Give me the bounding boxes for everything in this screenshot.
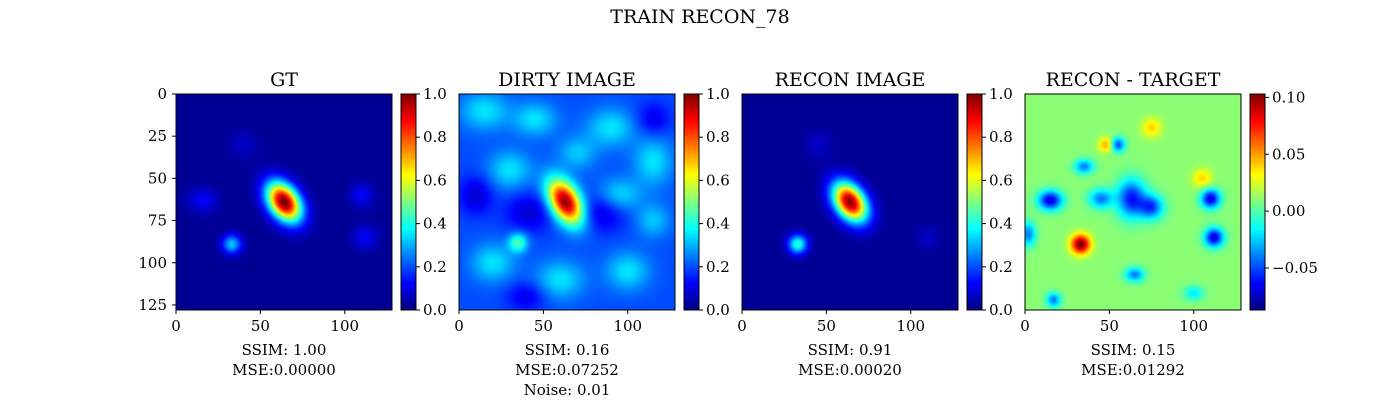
- subplot-1: GT 0 50 100 0 25 50 75 100 125 0.0 0.2 0.4 0.6 0.8 1.0 S…: [138, 69, 447, 379]
- colorbar-tick-label: 0.4: [706, 215, 730, 233]
- colorbar-tick-label: 0.00: [1272, 202, 1305, 220]
- subplot-caption-line: MSE:0.00000: [232, 361, 336, 379]
- subplot-caption-line: SSIM: 1.00: [242, 341, 327, 359]
- x-tick-label: 0: [1020, 317, 1030, 335]
- y-tick-label: 100: [138, 254, 167, 272]
- colorbar-tick-label: 0.6: [989, 171, 1013, 189]
- y-tick-label: 0: [157, 85, 167, 103]
- subplot-title: RECON - TARGET: [1046, 69, 1221, 91]
- subplot-title: DIRTY IMAGE: [498, 69, 636, 91]
- subplot-caption-line: SSIM: 0.16: [525, 341, 610, 359]
- y-tick-label: 50: [148, 169, 167, 187]
- heatmap-image: [742, 94, 958, 310]
- colorbar-tick-label: 0.2: [706, 258, 730, 276]
- y-tick-label: 25: [148, 127, 167, 145]
- colorbar-tick-label: 1.0: [423, 85, 447, 103]
- colorbar-tick-label: 0.0: [423, 301, 447, 319]
- colorbar: [1249, 93, 1266, 311]
- x-tick-label: 100: [1179, 317, 1208, 335]
- subplot-3: RECON IMAGE 0 50 100 0.0 0.2 0.4 0.6 0.8 1.0 SSIM:…: [737, 69, 1013, 379]
- subplot-title: RECON IMAGE: [775, 69, 926, 91]
- colorbar-tick-label: 0.10: [1272, 88, 1305, 106]
- x-tick-label: 100: [330, 317, 359, 335]
- subplot-caption-line: MSE:0.07252: [515, 361, 619, 379]
- x-tick-label: 50: [1100, 317, 1119, 335]
- colorbar: [400, 93, 417, 311]
- y-tick-label: 75: [148, 212, 167, 230]
- x-tick-label: 0: [454, 317, 464, 335]
- colorbar-tick-label: −0.05: [1272, 259, 1318, 277]
- colorbar: [683, 93, 700, 311]
- colorbar-tick-label: 0.8: [989, 128, 1013, 146]
- axes-frame: [175, 93, 393, 311]
- colorbar-tick-label: 0.0: [706, 301, 730, 319]
- colorbar-tick-label: 1.0: [706, 85, 730, 103]
- axes-frame: [1024, 93, 1242, 311]
- colorbar-tick-label: 0.2: [423, 258, 447, 276]
- x-tick-label: 50: [251, 317, 270, 335]
- colorbar-tick-label: 0.4: [989, 215, 1013, 233]
- colorbar-tick-label: 0.2: [989, 258, 1013, 276]
- colorbar-tick-label: 0.0: [989, 301, 1013, 319]
- subplot-2: DIRTY IMAGE 0 50 100 0.0 0.2 0.4 0.6 0.8 1.0 SSIM:…: [454, 69, 730, 399]
- subplot-caption-line: MSE:0.00020: [798, 361, 902, 379]
- axes-frame: [741, 93, 959, 311]
- colorbar-tick-label: 0.6: [706, 171, 730, 189]
- subplot-caption-line: SSIM: 0.15: [1091, 341, 1176, 359]
- subplot-4: RECON - TARGET 0 50 100 −0.05 0.00 0.05 0.10 SSI…: [1020, 69, 1318, 379]
- subplot-caption-line: SSIM: 0.91: [808, 341, 893, 359]
- x-tick-label: 50: [534, 317, 553, 335]
- colorbar-tick-label: 1.0: [989, 85, 1013, 103]
- colorbar-tick-label: 0.6: [423, 171, 447, 189]
- heatmap-image: [459, 94, 675, 310]
- heatmap-image: [1025, 94, 1241, 310]
- subplot-caption-line: Noise: 0.01: [524, 381, 611, 399]
- heatmap-image: [176, 94, 392, 310]
- axes-frame: [458, 93, 676, 311]
- colorbar-tick-label: 0.8: [706, 128, 730, 146]
- figure-suptitle: TRAIN RECON_78: [610, 6, 789, 28]
- x-tick-label: 0: [737, 317, 747, 335]
- colorbar-tick-label: 0.4: [423, 215, 447, 233]
- subplot-title: GT: [270, 69, 298, 91]
- subplot-caption-line: MSE:0.01292: [1081, 361, 1185, 379]
- x-tick-label: 100: [896, 317, 925, 335]
- colorbar-tick-label: 0.8: [423, 128, 447, 146]
- x-tick-label: 100: [613, 317, 642, 335]
- x-tick-label: 0: [171, 317, 181, 335]
- colorbar: [966, 93, 983, 311]
- x-tick-label: 50: [817, 317, 836, 335]
- y-tick-label: 125: [138, 296, 167, 314]
- colorbar-tick-label: 0.05: [1272, 145, 1305, 163]
